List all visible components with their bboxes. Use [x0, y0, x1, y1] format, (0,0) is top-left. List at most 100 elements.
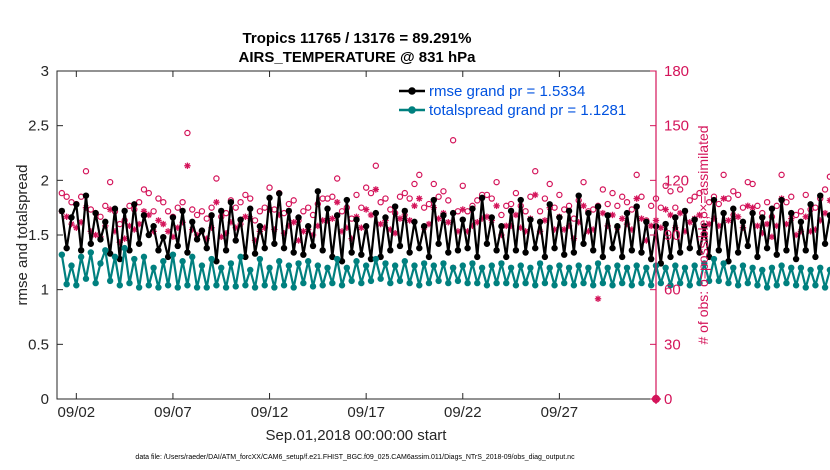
rmse-point [242, 253, 249, 261]
rmse-point [647, 255, 655, 263]
rmse-point [792, 255, 800, 263]
rmse-point [681, 207, 689, 215]
totalspread-point [633, 262, 640, 269]
totalspread-point [483, 282, 491, 289]
rmse-point [527, 216, 534, 223]
possible-obs-point [362, 184, 370, 191]
possible-obs-point [179, 198, 186, 206]
totalspread-point [570, 282, 578, 289]
y-tick-left-label: 1 [41, 282, 49, 299]
rmse-point [575, 192, 582, 199]
assimilated-obs-point [372, 186, 380, 193]
possible-obs-point [445, 197, 452, 204]
totalspread-point [68, 262, 75, 269]
totalspread-point [58, 251, 66, 258]
rmse-point [314, 188, 322, 195]
totalspread-point [319, 282, 326, 289]
possible-obs-point [614, 202, 621, 210]
totalspread-point [179, 258, 186, 265]
totalspread-point [290, 284, 297, 291]
totalspread-point [169, 251, 177, 258]
assimilated-obs-point [416, 195, 423, 202]
possible-obs-point [193, 211, 201, 219]
rmse-point [169, 214, 177, 221]
totalspread-point [213, 282, 220, 289]
possible-obs-point [565, 202, 573, 210]
totalspread-point [338, 282, 346, 289]
possible-obs-point [532, 168, 539, 175]
rmse-point [507, 207, 515, 215]
rmse-point [121, 207, 128, 215]
totalspread-point [565, 264, 573, 271]
totalspread-point [498, 260, 505, 267]
rmse-series [58, 188, 830, 267]
assimilated-obs-point [580, 202, 587, 210]
rmse-point [609, 244, 616, 252]
possible-obs-point [672, 204, 679, 211]
rmse-point [435, 240, 442, 247]
totalspread-point [749, 264, 756, 271]
totalspread-point [643, 264, 650, 271]
assimilated-obs-point [676, 209, 684, 217]
rmse-point [198, 227, 206, 234]
totalspread-point [276, 258, 283, 265]
possible-obs-point [155, 195, 162, 202]
rmse-point [763, 244, 771, 252]
x-tick-label: 09/07 [154, 404, 192, 421]
totalspread-point [251, 284, 259, 291]
possible-obs-point [580, 178, 587, 186]
totalspread-point [628, 282, 636, 289]
possible-obs-point [662, 182, 669, 189]
y-tick-left-label: 2 [41, 172, 49, 189]
totalspread-point [507, 264, 515, 271]
legend: rmse grand pr = 1.5334 totalspread grand… [392, 78, 650, 120]
rmse-point [590, 247, 597, 254]
possible-obs-point [116, 220, 123, 228]
rmse-point [145, 231, 152, 239]
totalspread-point [797, 264, 805, 271]
rmse-point [324, 205, 331, 212]
possible-obs-point [812, 204, 819, 211]
totalspread-point [247, 266, 254, 274]
assimilated-obs-point [638, 215, 645, 222]
rmse-point [382, 214, 389, 221]
y-tick-left-label: 3 [41, 63, 49, 80]
rmse-point [300, 251, 307, 258]
y-tick-right-label: 90 [664, 227, 681, 244]
totalspread-point [106, 277, 114, 285]
assimilated-obs-point [734, 213, 742, 220]
rmse-point [817, 192, 824, 199]
possible-obs-point [208, 204, 215, 211]
rmse-point [232, 237, 239, 244]
assimilated-obs-point [720, 195, 727, 202]
x-axis-label: Sep.01,2018 00:00:00 start [266, 427, 448, 444]
legend-spread-marker [408, 106, 416, 114]
totalspread-point [478, 264, 486, 271]
rmse-point [295, 214, 302, 221]
rmse-point [628, 247, 636, 254]
totalspread-point [261, 282, 268, 289]
possible-obs-point [242, 191, 249, 199]
totalspread-point [155, 284, 162, 291]
possible-obs-point [474, 197, 481, 204]
rmse-point [691, 216, 698, 223]
rmse-point [367, 255, 375, 263]
totalspread-point [150, 264, 157, 271]
rmse-point [517, 196, 524, 204]
possible-obs-point [763, 198, 771, 206]
rmse-point [478, 194, 486, 202]
rmse-point [362, 223, 370, 230]
totalspread-point [285, 262, 293, 269]
assimilated-obs-point [333, 199, 341, 206]
rmse-point [759, 214, 766, 221]
totalspread-point [672, 262, 679, 269]
possible-obs-point [377, 198, 384, 206]
possible-obs-point [382, 195, 389, 202]
rmse-point [464, 244, 471, 252]
rmse-point [290, 249, 297, 256]
rmse-point [329, 253, 336, 261]
totalspread-point [580, 279, 587, 287]
possible-obs-point [440, 188, 447, 195]
totalspread-point [783, 279, 790, 287]
